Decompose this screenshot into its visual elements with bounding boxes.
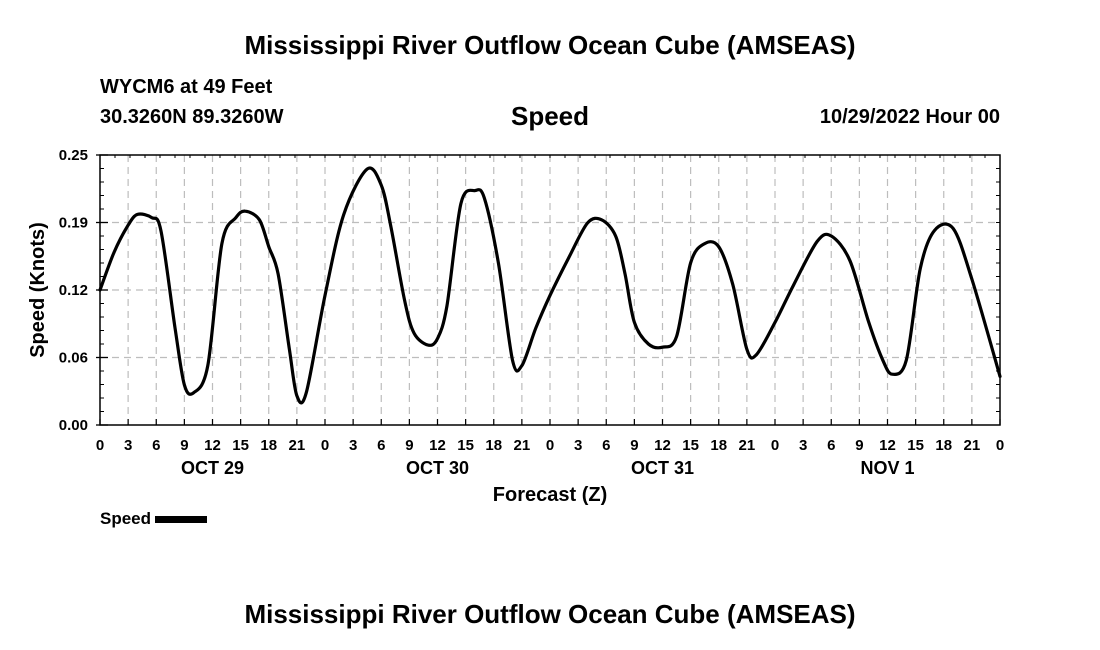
x-tick-label: 21 [964, 437, 981, 454]
variable-label: Speed [510, 101, 590, 131]
x-tick-label: 3 [124, 437, 132, 454]
x-tick-label: 15 [682, 437, 699, 454]
x-tick-label: 12 [879, 437, 896, 454]
x-tick-label: 6 [827, 437, 835, 454]
x-tick-label: 3 [574, 437, 582, 454]
x-tick-label: 9 [180, 437, 188, 454]
x-tick-label: 21 [289, 437, 306, 454]
x-tick-label: 18 [485, 437, 502, 454]
footer-title: Mississippi River Outflow Ocean Cube (AM… [244, 599, 856, 629]
x-tick-label: 12 [204, 437, 221, 454]
y-tick-label: 0.00 [59, 417, 88, 434]
x-tick-label: 3 [349, 437, 357, 454]
x-tick-label: 18 [935, 437, 952, 454]
x-tick-label: 0 [996, 437, 1004, 454]
x-tick-label: 12 [429, 437, 446, 454]
x-tick-label: 0 [321, 437, 329, 454]
x-tick-label: 21 [739, 437, 756, 454]
y-tick-label: 0.06 [59, 350, 88, 367]
x-tick-label: 21 [514, 437, 531, 454]
x-axis-label: Forecast (Z) [493, 484, 607, 506]
x-tick-label: 0 [546, 437, 554, 454]
series-line-speed [98, 166, 1002, 405]
x-tick-label: 18 [260, 437, 277, 454]
y-axis-label: Speed (Knots) [27, 222, 49, 358]
x-tick-label: 9 [855, 437, 863, 454]
y-tick-label: 0.25 [59, 147, 88, 164]
day-label: OCT 29 [181, 458, 244, 478]
x-tick-label: 9 [630, 437, 638, 454]
x-tick-label: 6 [152, 437, 160, 454]
chart-title: Mississippi River Outflow Ocean Cube (AM… [244, 30, 856, 60]
day-label: NOV 1 [860, 458, 914, 478]
x-tick-label: 6 [377, 437, 385, 454]
y-tick-label: 0.12 [59, 282, 88, 299]
station-label: WYCM6 at 49 Feet [100, 76, 273, 98]
y-tick-label: 0.19 [59, 215, 88, 232]
x-tick-label: 18 [710, 437, 727, 454]
legend-swatch [155, 515, 208, 523]
x-tick-label: 0 [96, 437, 104, 454]
x-tick-label: 15 [232, 437, 249, 454]
x-tick-label: 9 [405, 437, 413, 454]
coordinates-label: 30.3260N 89.3260W [100, 106, 284, 128]
x-tick-label: 15 [907, 437, 924, 454]
x-tick-label: 15 [457, 437, 474, 454]
x-tick-label: 12 [654, 437, 671, 454]
x-tick-label: 0 [771, 437, 779, 454]
datetime-label: 10/29/2022 Hour 00 [819, 106, 1000, 128]
legend: Speed [100, 509, 208, 529]
x-tick-label: 3 [799, 437, 807, 454]
x-tick-label: 6 [602, 437, 610, 454]
legend-label: Speed [100, 509, 152, 528]
day-label: OCT 31 [631, 458, 694, 478]
day-label: OCT 30 [406, 458, 469, 478]
